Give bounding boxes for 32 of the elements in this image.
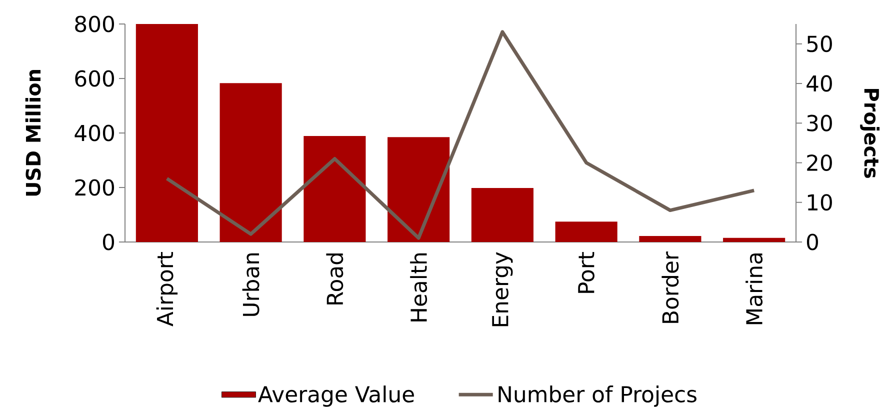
y-tick-label: 0 [102, 234, 114, 250]
y2-axis-title: Projects [860, 89, 880, 178]
y2-tick-label: 40 [806, 75, 832, 92]
bar [304, 136, 366, 242]
x-tick-label: Road [326, 253, 344, 304]
bar [220, 83, 282, 242]
x-tick-label: Marina [746, 254, 763, 324]
bar [639, 236, 702, 242]
x-tick-label: Health [410, 253, 428, 322]
y-axis-title: USD Million [25, 70, 41, 196]
x-tick-label: Airport [156, 252, 178, 326]
y-tick-label: 600 [75, 70, 114, 87]
bar [471, 188, 534, 242]
y2-tick-label: 50 [807, 36, 832, 52]
x-tick-label: Border [662, 252, 679, 323]
y2-tick-label: 10 [808, 194, 832, 211]
x-tick-label: Energy [492, 252, 513, 326]
bar [136, 24, 198, 242]
legend-label: Average Value [258, 386, 414, 407]
y-tick-label: 800 [75, 16, 114, 32]
bar [388, 137, 450, 242]
x-tick-label: Urban [242, 253, 260, 316]
x-tick-label: Port [578, 252, 594, 293]
y-tick-label: 400 [74, 124, 114, 142]
y2-tick-label: 30 [807, 114, 832, 132]
legend-label: Number of Projecs [498, 386, 696, 407]
bar [723, 238, 786, 242]
line-series [165, 30, 756, 240]
y-tick-label: 200 [75, 179, 114, 196]
y2-tick-label: 0 [806, 234, 818, 250]
bar [555, 222, 618, 242]
y2-tick-label: 20 [807, 154, 832, 172]
